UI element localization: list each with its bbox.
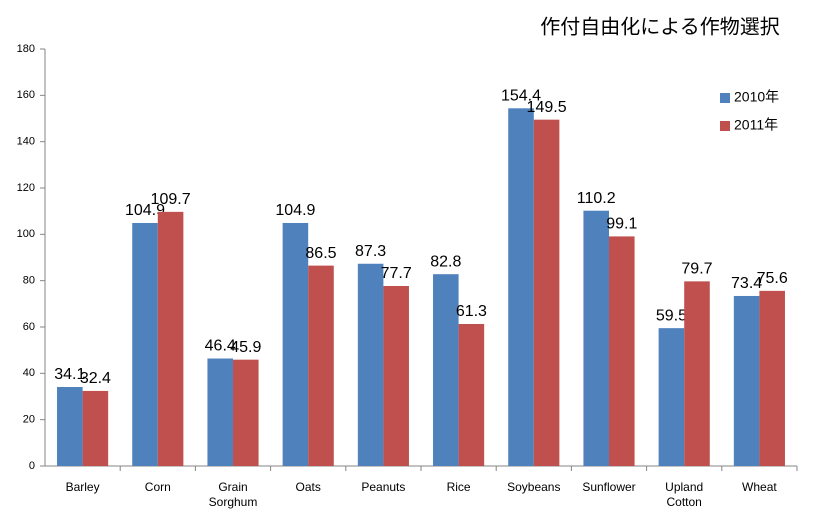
y-tick-label: 180 <box>17 43 35 55</box>
data-label: 149.5 <box>527 99 567 116</box>
bar <box>658 328 685 466</box>
y-tick-label: 120 <box>17 182 35 194</box>
data-label: 75.6 <box>757 270 788 287</box>
bar <box>583 210 609 466</box>
bar <box>207 358 233 466</box>
x-tick-label: Barley <box>65 480 100 494</box>
x-tick-label: Peanuts <box>361 480 406 494</box>
bar <box>684 281 710 466</box>
bar <box>308 265 334 466</box>
legend-label: 2011年 <box>734 117 778 133</box>
data-label: 110.2 <box>577 190 616 207</box>
bar <box>82 390 109 466</box>
y-tick-label: 20 <box>23 414 35 426</box>
bar <box>282 222 309 466</box>
x-tick-label: Wheat <box>742 480 777 494</box>
x-tick-label: Soybeans <box>507 480 561 494</box>
bar <box>733 295 760 466</box>
x-tick-label: Grain Sorghum <box>208 480 258 509</box>
legend-swatch <box>720 93 730 103</box>
legend-swatch <box>720 121 730 131</box>
bar <box>157 211 184 466</box>
bar <box>759 290 785 466</box>
bar <box>533 119 560 467</box>
bar <box>357 263 384 466</box>
bar <box>132 222 158 466</box>
data-label: 61.3 <box>456 303 487 320</box>
bar <box>458 323 485 466</box>
y-tick-label: 80 <box>23 275 35 287</box>
bar <box>57 387 83 466</box>
y-tick-label: 100 <box>17 228 35 240</box>
data-label: 32.4 <box>80 370 111 387</box>
x-tick-label: Upland Cotton <box>665 480 704 509</box>
y-tick-label: 140 <box>17 136 35 148</box>
y-tick-label: 160 <box>17 89 35 101</box>
data-label: 79.7 <box>681 261 712 278</box>
data-label: 154.4 <box>501 88 541 105</box>
bar <box>508 108 534 466</box>
data-label: 46.4 <box>205 338 236 355</box>
x-tick-label: Corn <box>144 480 171 494</box>
bar <box>383 285 409 466</box>
data-label: 77.7 <box>381 265 412 282</box>
data-label: 109.7 <box>151 191 191 208</box>
data-label: 82.8 <box>430 253 461 270</box>
data-label: 104.9 <box>125 202 165 219</box>
bar <box>609 236 635 466</box>
x-tick-label: Oats <box>295 480 321 494</box>
data-label: 45.9 <box>230 339 261 356</box>
data-label: 99.1 <box>606 216 637 233</box>
chart-title: 作付自由化による作物選択 <box>540 15 779 38</box>
x-tick-label: Sunflower <box>582 480 636 494</box>
data-label: 34.1 <box>54 366 85 383</box>
data-label: 86.5 <box>305 245 336 262</box>
y-tick-label: 60 <box>23 321 35 333</box>
x-tick-label: Rice <box>446 480 471 494</box>
bar <box>433 274 459 466</box>
legend-label: 2010年 <box>734 89 779 105</box>
data-label: 104.9 <box>275 202 315 219</box>
y-tick-label: 40 <box>23 367 35 379</box>
y-tick-label: 0 <box>29 460 35 472</box>
bar <box>233 359 259 466</box>
data-label: 59.5 <box>656 307 687 324</box>
data-label: 73.4 <box>731 275 762 292</box>
data-label: 87.3 <box>355 243 386 260</box>
